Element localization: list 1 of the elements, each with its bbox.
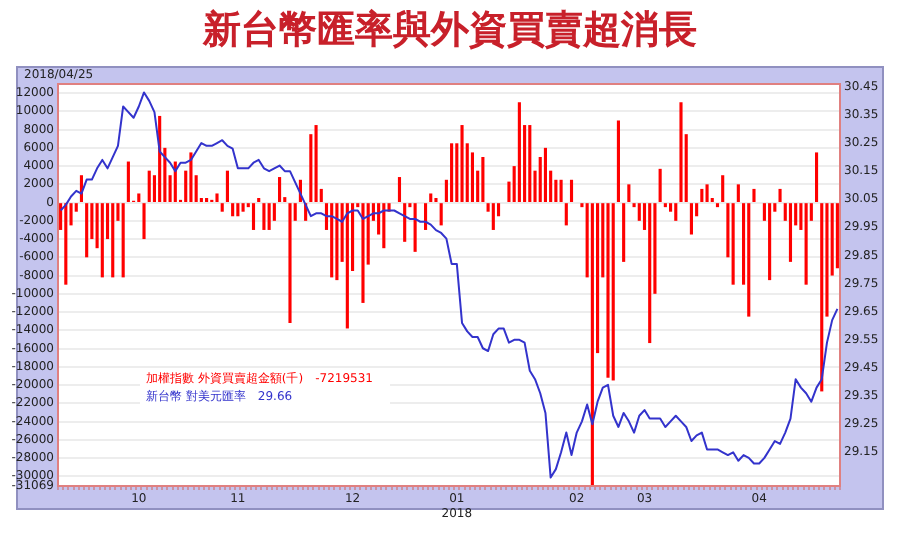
chart-title: 新台幣匯率與外資買賣超消長 — [200, 6, 699, 56]
